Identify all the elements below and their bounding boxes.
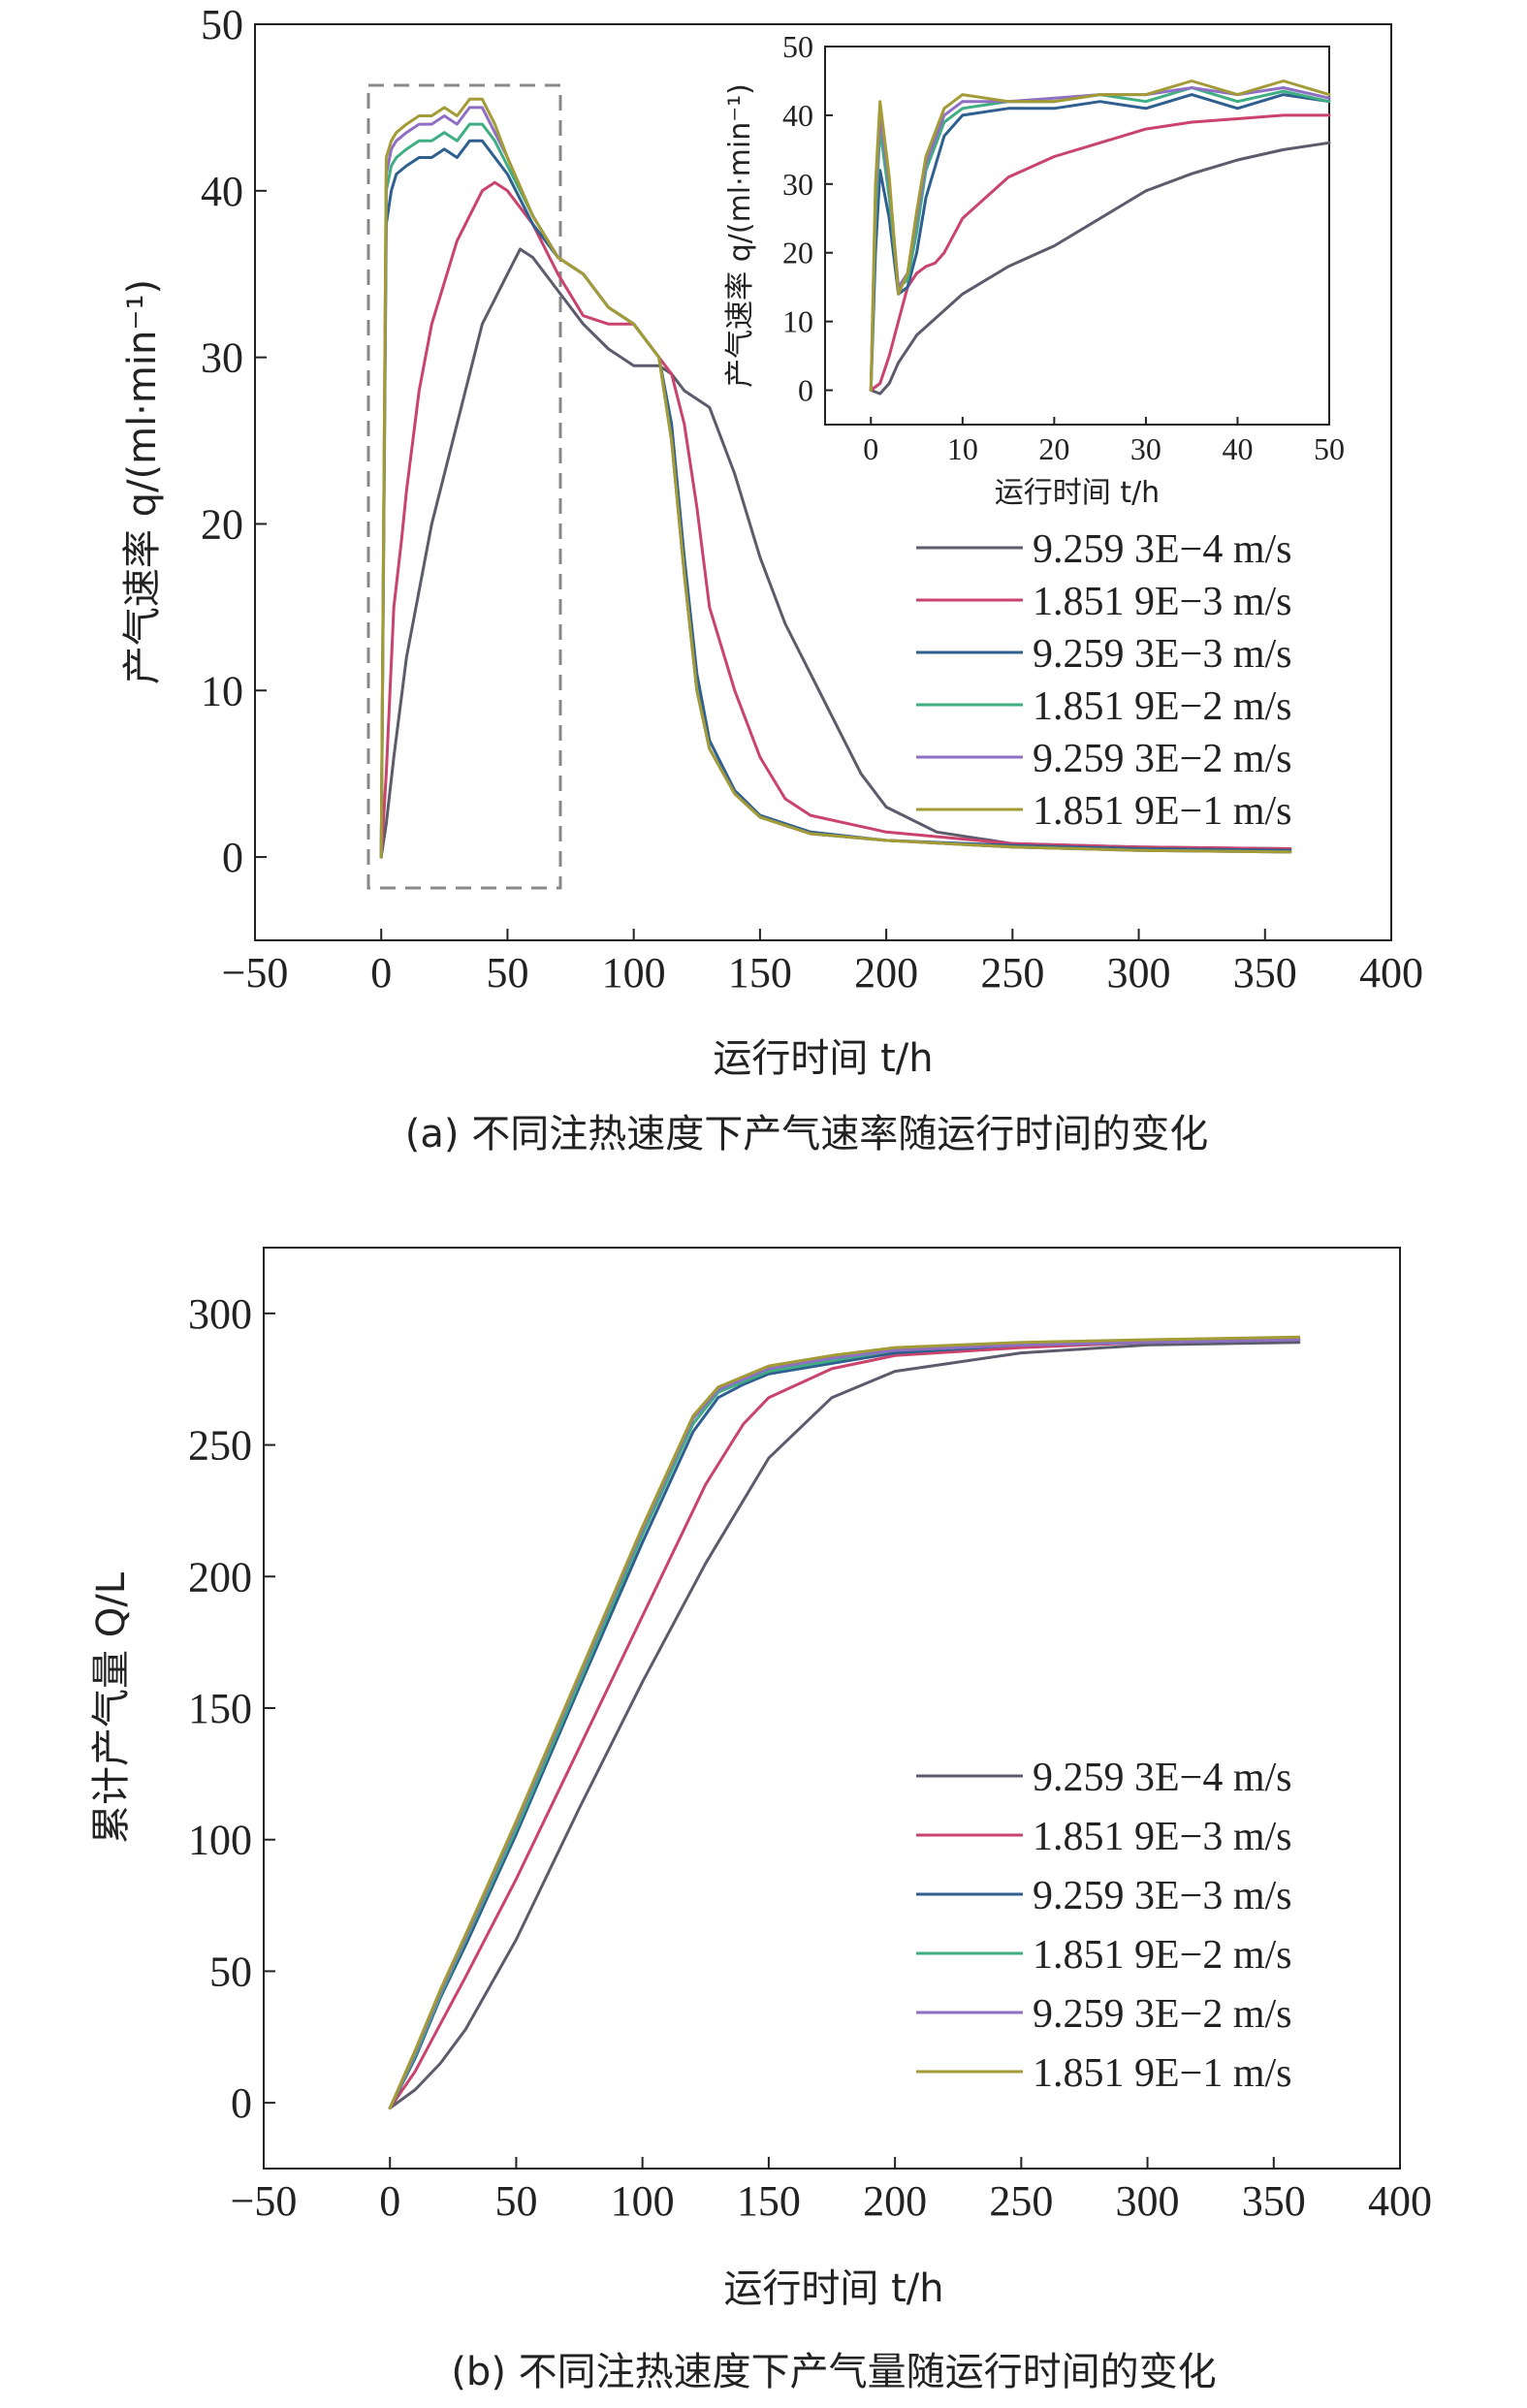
chart-b-y-tick-label: 150 <box>188 1685 252 1732</box>
chart-b-series-line-2 <box>388 1338 1301 2110</box>
chart-a-legend: 9.259 3E−4 m/s 1.851 9E−3 m/s 9.259 3E−3 m… <box>916 527 1292 834</box>
chart-b-legend: 9.259 3E−4 m/s 1.851 9E−3 m/s 9.259 3E−3 m… <box>916 1756 1292 2096</box>
chart-b-cumulative-gas: −50 0 50 100 150 200 250 300 350 400 0 50 100 150 200 2… <box>89 1247 1432 2394</box>
chart-b-series-line-6 <box>388 1335 1301 2110</box>
chart-b-y-tick-label: 300 <box>188 1290 252 1338</box>
chart-inset-y-tick-label: 30 <box>782 167 813 202</box>
chart-inset-x-tick-label: 0 <box>863 431 878 466</box>
chart-b-x-tick-label: 250 <box>989 2177 1053 2225</box>
chart-a-series-line-1 <box>379 247 1292 859</box>
chart-b-x-tick-label: 200 <box>863 2177 927 2225</box>
chart-a-x-tick-label: 0 <box>370 949 392 997</box>
chart-a-x-tick-label: 50 <box>486 949 528 997</box>
chart-inset-x-tick-label: 10 <box>947 431 978 466</box>
chart-b-x-tick-label: 400 <box>1368 2177 1432 2225</box>
chart-inset-series-line-3 <box>869 93 1331 392</box>
chart-a-x-tick-label: 100 <box>602 949 666 997</box>
chart-a-legend-label-2: 1.851 9E−3 m/s <box>1033 580 1292 624</box>
chart-a-series <box>379 97 1292 859</box>
chart-inset-series <box>869 79 1331 396</box>
chart-b-y-tick-label: 50 <box>209 1948 252 1995</box>
chart-a-x-tick-label: 150 <box>728 949 792 997</box>
chart-inset-x-axis-title: 运行时间 t/h <box>995 476 1160 510</box>
chart-b-legend-label-2: 1.851 9E−3 m/s <box>1033 1815 1292 1859</box>
chart-a-x-tick-label: 250 <box>980 949 1044 997</box>
chart-b-ticks: −50 0 50 100 150 200 250 300 350 400 0 50 100 150 200 2… <box>188 1290 1432 2225</box>
chart-a-y-tick-label: 10 <box>201 667 243 714</box>
chart-inset-x-tick-label: 20 <box>1038 431 1069 466</box>
chart-inset-y-tick-label: 40 <box>782 98 813 133</box>
chart-a-legend-label-5: 9.259 3E−2 m/s <box>1033 737 1292 781</box>
chart-b-y-tick-label: 100 <box>188 1817 252 1864</box>
chart-b-legend-label-3: 9.259 3E−3 m/s <box>1033 1874 1292 1918</box>
chart-b-y-tick-label: 250 <box>188 1422 252 1470</box>
chart-a-x-tick-label: 400 <box>1359 949 1423 997</box>
chart-inset-x-tick-label: 50 <box>1314 431 1345 466</box>
chart-a-inset: 0 10 20 30 40 50 0 10 20 30 40 50 运行时间 t/h 产气速率 q/(… <box>723 29 1345 510</box>
chart-a-legend-label-4: 1.851 9E−2 m/s <box>1033 684 1292 729</box>
chart-a-series-line-2 <box>379 180 1292 859</box>
chart-a-legend-label-3: 9.259 3E−3 m/s <box>1033 632 1292 677</box>
chart-a-y-tick-label: 50 <box>201 1 243 48</box>
chart-b-x-tick-label: 350 <box>1242 2177 1306 2225</box>
chart-b-x-tick-label: 50 <box>494 2177 537 2225</box>
chart-inset-series-line-2 <box>869 113 1331 392</box>
chart-inset-x-tick-label: 30 <box>1130 431 1161 466</box>
chart-b-x-tick-label: 300 <box>1116 2177 1180 2225</box>
chart-inset-x-tick-label: 40 <box>1222 431 1253 466</box>
chart-a-caption: (a) 不同注热速度下产气速率随运行时间的变化 <box>405 1112 1208 1156</box>
chart-b-legend-label-4: 1.851 9E−2 m/s <box>1033 1933 1292 1978</box>
chart-inset-y-tick-label: 50 <box>782 29 813 64</box>
chart-a-plot-frame <box>254 23 1392 941</box>
chart-b-caption: (b) 不同注热速度下产气量随运行时间的变化 <box>451 2350 1216 2394</box>
chart-b-x-tick-label: 100 <box>611 2177 675 2225</box>
chart-b-x-tick-label: −50 <box>231 2177 298 2225</box>
chart-inset-y-axis-title: 产气速率 q/(ml·min⁻¹) <box>723 83 757 388</box>
chart-b-x-tick-label: 150 <box>737 2177 801 2225</box>
chart-b-series <box>388 1335 1301 2110</box>
chart-a-x-tick-label: 350 <box>1233 949 1297 997</box>
chart-a-y-tick-label: 0 <box>222 834 243 881</box>
chart-b-series-line-1 <box>388 1341 1301 2110</box>
chart-b-y-tick-label: 0 <box>231 2079 252 2127</box>
chart-a-x-tick-label: −50 <box>222 949 289 997</box>
chart-inset-y-tick-label: 20 <box>782 236 813 270</box>
chart-a-x-tick-label: 200 <box>854 949 918 997</box>
chart-inset-y-tick-label: 0 <box>798 373 813 408</box>
chart-b-legend-label-1: 9.259 3E−4 m/s <box>1033 1756 1292 1800</box>
chart-b-x-tick-label: 0 <box>379 2177 400 2225</box>
chart-b-legend-label-5: 9.259 3E−2 m/s <box>1033 1992 1292 2037</box>
chart-inset-y-tick-label: 10 <box>782 304 813 339</box>
chart-b-y-tick-label: 200 <box>188 1553 252 1600</box>
chart-b-legend-label-6: 1.851 9E−1 m/s <box>1033 2051 1292 2096</box>
chart-a-legend-label-6: 1.851 9E−1 m/s <box>1033 789 1292 834</box>
chart-inset-plot-frame <box>824 46 1330 426</box>
chart-a-y-tick-label: 40 <box>201 168 243 215</box>
chart-a-y-tick-label: 30 <box>201 334 243 382</box>
chart-a-zoom-box <box>366 83 562 890</box>
chart-a-x-tick-label: 300 <box>1107 949 1171 997</box>
chart-a-y-tick-label: 20 <box>201 500 243 548</box>
chart-a-series-line-6 <box>379 97 1292 859</box>
chart-b-y-axis-title: 累计产气量 Q/L <box>89 1571 134 1844</box>
chart-a-legend-label-1: 9.259 3E−4 m/s <box>1033 527 1292 572</box>
chart-inset-series-line-6 <box>869 79 1331 392</box>
chart-inset-series-line-1 <box>869 141 1331 396</box>
chart-a-y-axis-title: 产气速率 q/(ml·min⁻¹) <box>120 279 165 684</box>
chart-a-x-axis-title: 运行时间 t/h <box>713 1036 933 1081</box>
chart-b-x-axis-title: 运行时间 t/h <box>723 2266 943 2311</box>
chart-inset-ticks: 0 10 20 30 40 50 0 10 20 30 40 50 <box>782 29 1345 466</box>
